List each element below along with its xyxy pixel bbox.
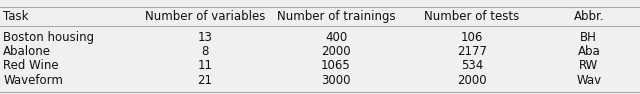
Text: Number of variables: Number of variables [145,10,265,23]
Text: Red Wine: Red Wine [3,59,59,72]
Text: 400: 400 [325,31,347,44]
Text: Boston housing: Boston housing [3,31,94,44]
Text: 8: 8 [201,45,209,58]
Text: 106: 106 [461,31,483,44]
Text: 11: 11 [197,59,212,72]
Text: 1065: 1065 [321,59,351,72]
Text: Number of tests: Number of tests [424,10,520,23]
Text: BH: BH [580,31,597,44]
Text: Task: Task [3,10,29,23]
Text: Wav: Wav [576,74,602,87]
Text: 2000: 2000 [321,45,351,58]
Text: Abalone: Abalone [3,45,51,58]
Text: Aba: Aba [577,45,600,58]
Text: 13: 13 [197,31,212,44]
Text: RW: RW [579,59,598,72]
Text: 2177: 2177 [457,45,487,58]
Text: 21: 21 [197,74,212,87]
Text: 2000: 2000 [457,74,487,87]
Text: 3000: 3000 [321,74,351,87]
Text: Abbr.: Abbr. [573,10,604,23]
Text: Waveform: Waveform [3,74,63,87]
Text: 534: 534 [461,59,483,72]
Text: Number of trainings: Number of trainings [276,10,396,23]
